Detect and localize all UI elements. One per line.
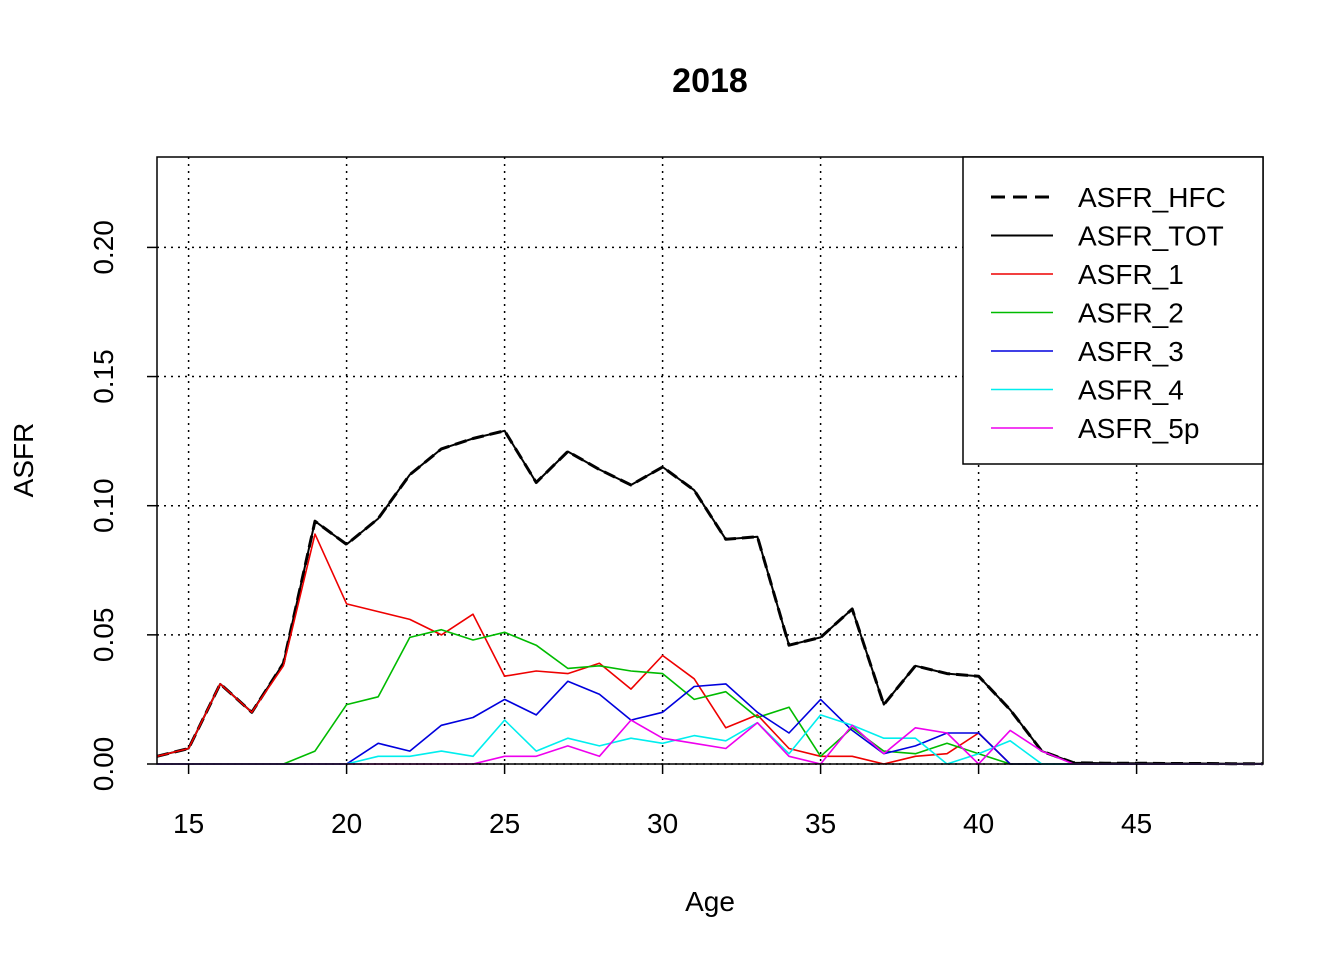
legend-label: ASFR_1 [1078, 259, 1184, 290]
y-tick-label: 0.05 [88, 608, 119, 663]
series-line-asfr_5p [157, 719, 1263, 765]
x-tick-label: 20 [331, 808, 362, 839]
x-tick-label: 45 [1121, 808, 1152, 839]
legend-label: ASFR_HFC [1078, 182, 1226, 213]
series-line-asfr_tot [156, 429, 1263, 765]
x-tick-label: 15 [173, 808, 204, 839]
x-tick-label: 35 [805, 808, 836, 839]
legend-label: ASFR_3 [1078, 336, 1184, 367]
x-axis-label: Age [685, 886, 735, 917]
legend: ASFR_HFC ASFR_TOT ASFR_1 ASFR_2 ASFR_3 ASFR_4… [962, 156, 1264, 465]
axes: 15 20 25 30 35 40 45 0.00 0.05 0.10 0.15 0.20 [88, 220, 1152, 839]
series-line-asfr_hfc [156, 429, 1263, 766]
legend-label: ASFR_4 [1078, 375, 1184, 406]
series-line-asfr_1 [156, 533, 1263, 765]
y-axis-label: ASFR [8, 423, 39, 498]
series-line-asfr_2 [157, 628, 1263, 765]
chart-title: 2018 [672, 62, 748, 100]
y-tick-label: 0.15 [88, 349, 119, 404]
x-tick-label: 40 [963, 808, 994, 839]
legend-box [962, 156, 1264, 465]
series-line-asfr_3 [157, 680, 1263, 765]
legend-label: ASFR_5p [1078, 413, 1199, 444]
legend-label: ASFR_TOT [1078, 221, 1224, 252]
x-tick-label: 30 [647, 808, 678, 839]
y-tick-label: 0.00 [88, 737, 119, 792]
y-tick-label: 0.20 [88, 220, 119, 274]
series-lines [156, 429, 1263, 766]
y-tick-label: 0.10 [88, 478, 119, 533]
legend-label: ASFR_2 [1078, 298, 1184, 329]
x-tick-label: 25 [489, 808, 520, 839]
